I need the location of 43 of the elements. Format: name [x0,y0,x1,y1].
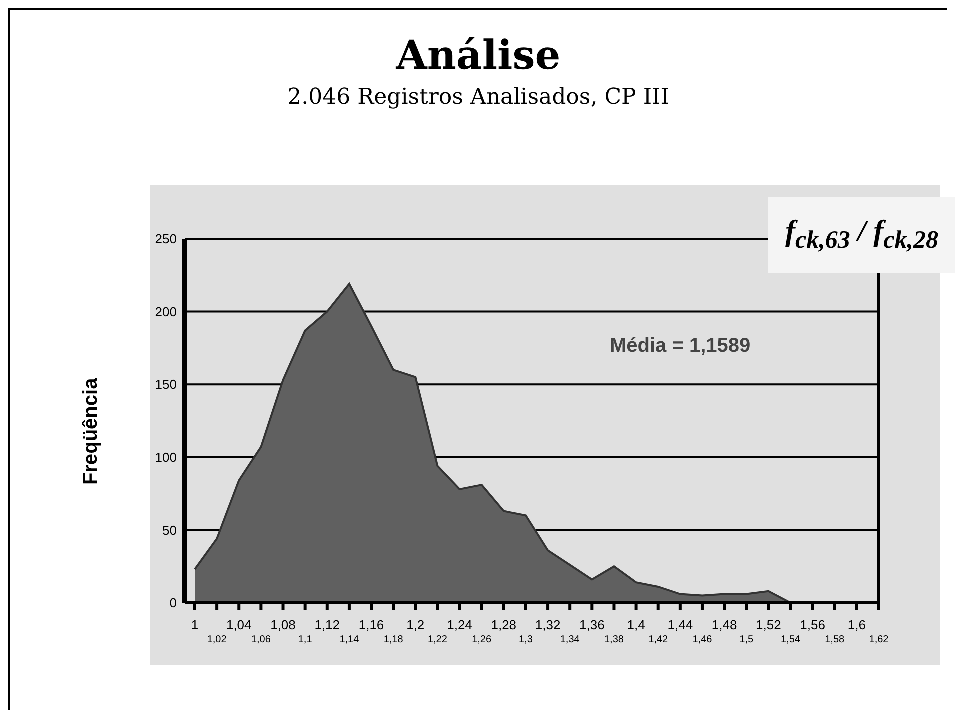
x-tick-label: 1 [191,618,199,633]
x-tick-label: 1,1 [298,634,313,646]
y-tick-label: 150 [155,377,177,392]
annotation: Média = 1,1589 [610,335,751,358]
x-tick-label: 1,58 [825,634,846,646]
x-tick-label: 1,38 [604,634,624,646]
x-tick-label: 1,24 [447,618,472,633]
x-tick-label: 1,14 [340,634,360,646]
x-tick-label: 1,46 [692,634,713,646]
x-tick-label: 1,04 [226,618,252,633]
x-tick-label: 1,06 [251,634,272,646]
x-tick-label: 1,4 [627,618,646,633]
x-tick-label: 1,36 [580,618,605,633]
y-tick-label: 50 [162,522,177,538]
y-tick-label: 200 [155,304,177,320]
x-tick-label: 1,62 [869,634,890,646]
x-tick-label: 1,12 [314,618,340,633]
chart-title: Análise [395,32,562,79]
x-tick-label: 1,2 [406,618,425,633]
x-tick-label: 1,26 [472,634,492,646]
x-tick-label: 1,28 [491,618,517,633]
x-tick-label: 1,32 [535,618,561,633]
y-tick-label: 100 [155,450,177,466]
y-axis-title: Freqüência [80,378,103,485]
x-tick-label: 1,34 [560,634,580,646]
x-tick-label: 1,48 [712,618,738,633]
x-tick-label: 1,6 [848,618,866,633]
annotation: f$_{ck,63}$ / f$_{ck,28}$ [768,197,955,273]
x-tick-label: 1,3 [519,634,534,646]
x-tick-label: 1,52 [756,618,782,633]
x-tick-label: 1,42 [648,634,669,646]
x-tick-label: 1,22 [428,634,448,646]
x-tick-label: 1,5 [740,634,754,646]
x-tick-label: 1,56 [800,618,826,633]
chart-subtitle: 2.046 Registros Analisados, CP III [286,85,670,110]
x-tick-label: 1,44 [668,618,694,633]
y-tick-label: 250 [155,232,177,247]
x-tick-label: 1,08 [270,618,296,633]
x-tick-label: 1,16 [358,618,384,633]
x-tick-label: 1,02 [207,634,228,646]
x-tick-label: 1,18 [384,634,404,646]
y-tick-label: 0 [170,596,177,611]
x-tick-label: 1,54 [781,634,801,646]
